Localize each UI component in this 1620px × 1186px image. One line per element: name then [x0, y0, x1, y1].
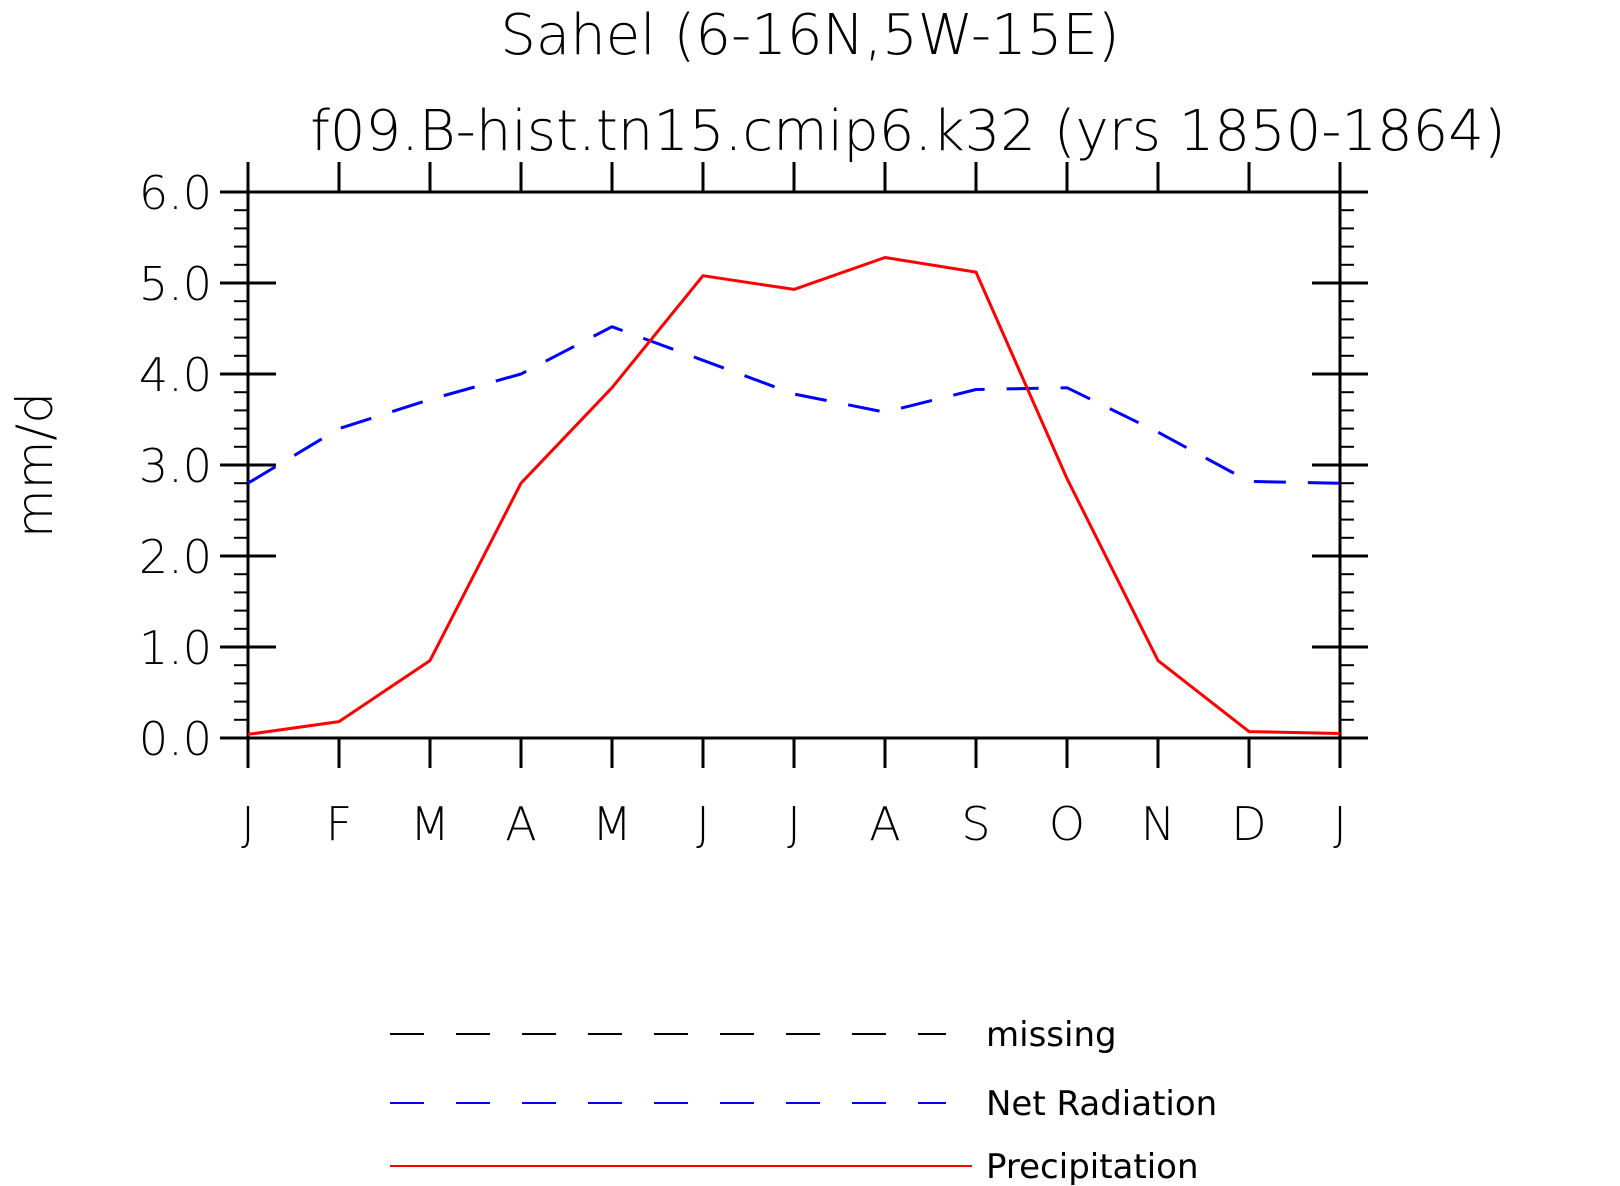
- x-tick-label: A: [869, 797, 900, 851]
- y-tick-label: 6.0: [139, 166, 212, 220]
- chart-title: Sahel (6-16N,5W-15E): [500, 3, 1119, 68]
- chart-subtitle: f09.B-hist.tn15.cmip6.k32 (yrs 1850-1864…: [310, 99, 1506, 164]
- legend-label-precipitation: Precipitation: [986, 1147, 1199, 1186]
- x-tick-label: J: [241, 797, 255, 851]
- legend-label-net-radiation: Net Radiation: [986, 1084, 1217, 1124]
- y-tick-label: 3.0: [139, 439, 212, 493]
- y-tick-label: 2.0: [139, 530, 212, 584]
- y-tick-label: 0.0: [139, 712, 212, 766]
- x-tick-label: F: [326, 797, 352, 851]
- legend: missing Net Radiation Precipitation: [390, 1015, 1217, 1186]
- axes: 0.0 1.0 2.0 3.0 4.0 5.0 6.0 J F M A M J J A S O N D J: [139, 162, 1368, 851]
- x-tick-label: O: [1049, 797, 1085, 851]
- x-tick-label: J: [787, 797, 801, 851]
- x-tick-label: N: [1141, 797, 1175, 851]
- legend-label-missing: missing: [986, 1015, 1117, 1055]
- series-line-net-radiation: [247, 325, 1341, 485]
- y-tick-label: 1.0: [139, 621, 212, 675]
- y-tick-label: 4.0: [139, 348, 212, 402]
- y-tick-label: 5.0: [139, 257, 212, 311]
- x-tick-label: M: [592, 797, 632, 851]
- x-tick-label: M: [410, 797, 450, 851]
- x-tick-label: S: [961, 797, 990, 851]
- series-lines: [247, 256, 1341, 736]
- x-tick-label: D: [1231, 797, 1266, 851]
- x-tick-label: A: [505, 797, 536, 851]
- x-tick-label: J: [696, 797, 710, 851]
- y-axis-label: mm/d: [6, 392, 64, 538]
- series-line-precipitation: [247, 256, 1341, 736]
- x-tick-label: J: [1333, 797, 1347, 851]
- plot-frame: [246, 190, 1342, 740]
